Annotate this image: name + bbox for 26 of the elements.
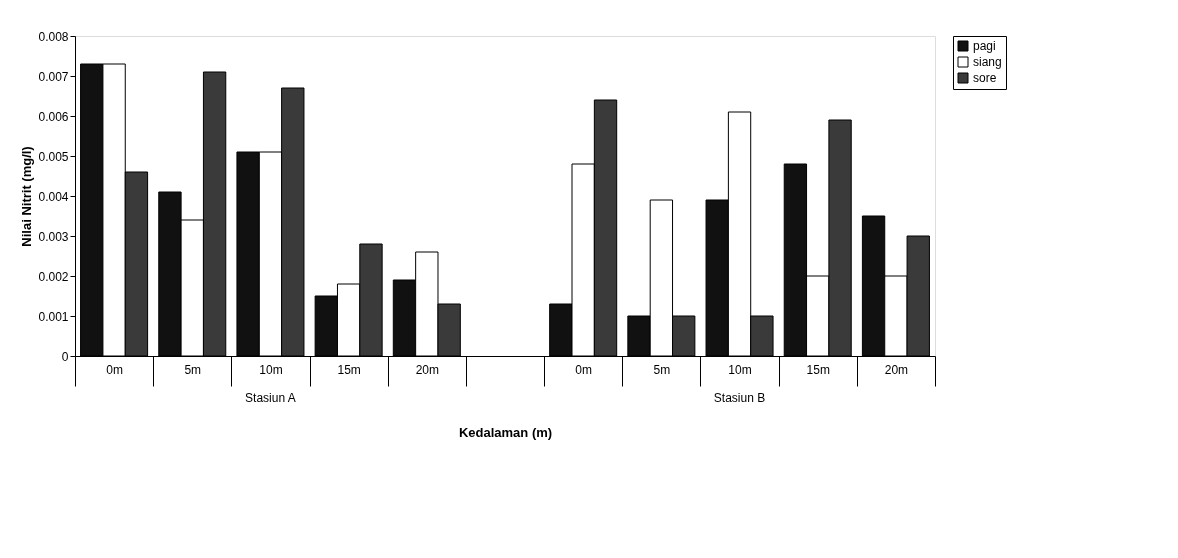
y-tick-label: 0.006 [38,109,69,124]
x-tick-label: 10m [259,362,283,377]
y-tick-label: 0.008 [38,29,69,44]
text: Stasiun B [713,391,766,405]
y-axis-title: Nilai Nitrit (mg/l) [19,146,35,247]
x-tick-label: 0m [106,362,123,377]
text: Stasiun A [245,391,296,405]
y-tick-label: 0.007 [38,69,69,84]
y-tick-label: 0.001 [38,309,69,324]
y-tick-label: 0.004 [38,189,69,204]
legend-label: siang [973,55,1002,69]
x-tick-label: 15m [806,362,830,377]
y-tick-label: 0 [61,349,69,364]
x-tick-label: 20m [415,362,439,377]
y-tick-label: 0.005 [38,149,69,164]
y-tick-label: 0.003 [38,229,69,244]
x-tick-label: 20m [884,362,909,377]
legend-label: sore [973,71,997,85]
x-tick-label: 5m [184,362,202,377]
x-tick-label: 0m [575,362,593,377]
x-tick-label: 15m [337,362,361,377]
x-tick-label: 5m [653,362,671,377]
x-tick-label: 10m [728,362,752,377]
y-tick-label: 0.002 [38,269,69,284]
legend-label: pagi [973,39,996,53]
x-axis-title: Kedalaman (m) [458,425,553,440]
